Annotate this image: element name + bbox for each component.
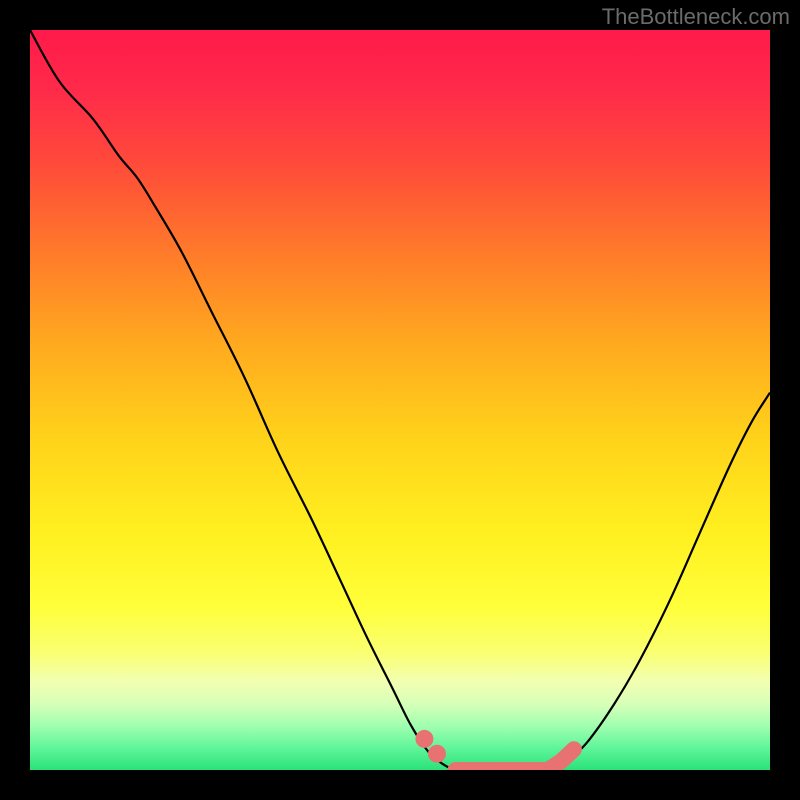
watermark-text: TheBottleneck.com (602, 4, 790, 30)
plot-area (30, 30, 770, 770)
curve-left (30, 30, 453, 770)
chart-container: TheBottleneck.com (0, 0, 800, 800)
marker-dot (415, 730, 433, 748)
optimal-band (456, 749, 574, 770)
curve-overlay (30, 30, 770, 770)
curve-right (555, 393, 770, 770)
marker-dot (428, 745, 446, 763)
